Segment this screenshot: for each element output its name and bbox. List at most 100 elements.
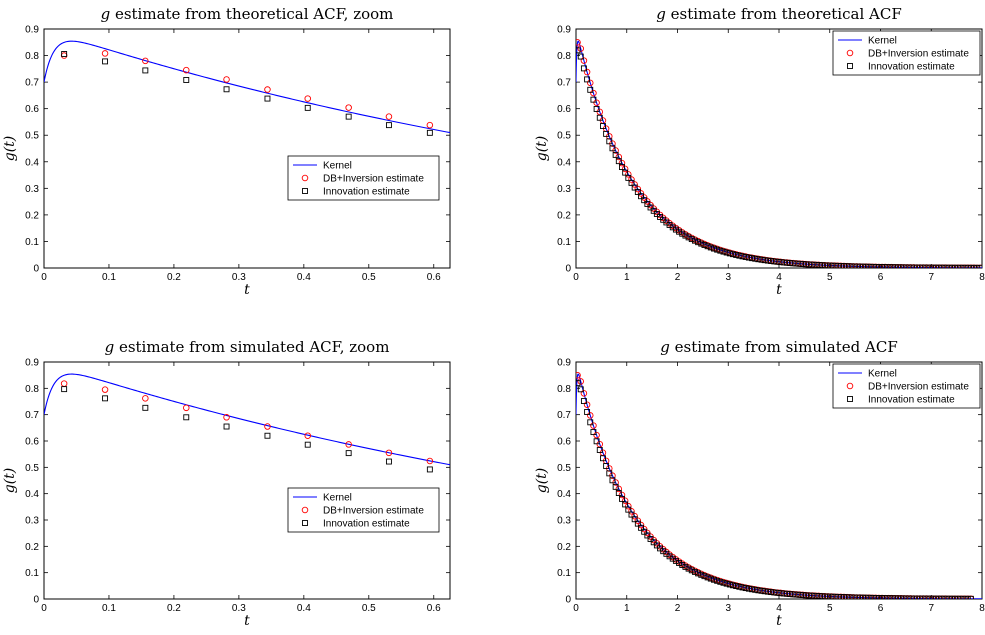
- point-db-inversion: [618, 159, 626, 167]
- point-innovation: [837, 594, 844, 599]
- point-innovation: [745, 254, 752, 261]
- legend-label: Kernel: [868, 369, 897, 380]
- point-db-inversion: [576, 39, 581, 46]
- point-innovation: [799, 592, 806, 599]
- point-innovation: [837, 263, 844, 268]
- point-innovation: [860, 594, 866, 599]
- legend: Kernel DB+Inversion estimate Innovation es…: [287, 155, 440, 201]
- point-innovation: [61, 51, 68, 57]
- point-innovation: [691, 237, 698, 244]
- point-innovation: [882, 264, 889, 268]
- point-db-inversion: [590, 422, 597, 429]
- point-innovation: [647, 204, 654, 211]
- point-innovation: [701, 573, 708, 580]
- y-tick-label: 0.1: [25, 237, 39, 248]
- point-innovation: [879, 264, 886, 268]
- y-tick-label: 0.4: [25, 157, 39, 168]
- point-innovation: [641, 197, 648, 204]
- legend-label: DB+Inversion estimate: [868, 382, 969, 393]
- point-innovation: [920, 264, 927, 268]
- point-innovation: [761, 588, 768, 595]
- point-innovation: [752, 255, 759, 262]
- legend-box: [287, 155, 440, 201]
- x-tick-label: 0: [41, 272, 47, 283]
- legend-box: [832, 30, 981, 76]
- chart-title: g estimate from simulated ACF, zoom: [105, 338, 390, 356]
- point-innovation: [834, 262, 841, 268]
- point-innovation: [726, 250, 733, 257]
- y-tick-label: 0.3: [25, 516, 39, 527]
- x-tick-label: 0.6: [427, 272, 441, 283]
- point-innovation: [831, 262, 838, 268]
- chart-panel-4: 0 1 2 3 4 5 6 7 8 0 0.1 0.2 0.3 0.4 0.5 0.6 0.7 0.8 0.9 g e…: [534, 338, 985, 629]
- point-innovation: [793, 260, 800, 267]
- plot-frame: [43, 28, 451, 269]
- point-innovation: [679, 230, 686, 237]
- chart-title: g estimate from theoretical ACF: [656, 5, 901, 23]
- y-tick-label: 0.3: [557, 184, 571, 195]
- point-innovation: [638, 524, 644, 531]
- point-innovation: [847, 594, 854, 599]
- chart-panel-3: 0 0.1 0.2 0.3 0.4 0.5 0.6 0 0.1 0.2 0.3 0.4 0.5 0.6 0.…: [2, 338, 451, 629]
- point-innovation: [955, 595, 962, 599]
- point-innovation: [958, 264, 965, 268]
- point-innovation: [904, 264, 911, 268]
- y-tick-label: 0.5: [25, 131, 39, 142]
- x-tick-label: 8: [979, 603, 985, 614]
- point-db-inversion: [580, 390, 588, 397]
- point-innovation: [768, 258, 775, 264]
- point-innovation: [774, 589, 781, 596]
- point-db-inversion: [631, 512, 638, 520]
- point-innovation: [917, 264, 924, 268]
- y-tick-label: 0.7: [25, 78, 39, 89]
- point-innovation: [948, 264, 955, 268]
- point-db-inversion: [385, 449, 393, 457]
- x-tick-label: 3: [725, 603, 731, 614]
- x-axis-label: t: [244, 613, 250, 629]
- x-tick-label: 0.4: [297, 272, 311, 283]
- point-innovation: [576, 47, 581, 54]
- point-innovation: [961, 264, 968, 268]
- point-innovation: [793, 591, 800, 598]
- chart-title-variable: g: [656, 5, 666, 23]
- point-innovation: [742, 585, 749, 592]
- y-tick-label: 0.2: [557, 542, 571, 553]
- point-innovation: [771, 258, 778, 265]
- point-innovation: [345, 450, 352, 457]
- y-tick-label: 0.1: [557, 237, 571, 248]
- point-innovation: [783, 259, 790, 266]
- legend-box: [832, 363, 981, 409]
- point-innovation: [264, 432, 271, 439]
- x-tick-label: 0.1: [102, 603, 116, 614]
- y-tick-label: 0.6: [25, 437, 39, 448]
- y-tick-label: 0.6: [25, 104, 39, 115]
- point-innovation: [856, 263, 863, 268]
- point-innovation: [894, 595, 901, 599]
- point-innovation: [749, 586, 755, 593]
- x-tick-label: 1: [624, 272, 630, 283]
- point-innovation: [777, 259, 784, 266]
- point-innovation: [584, 409, 591, 415]
- point-innovation: [142, 67, 149, 74]
- point-innovation: [796, 591, 803, 598]
- x-tick-label: 5: [827, 603, 833, 614]
- y-tick-label: 0.9: [25, 358, 39, 369]
- point-innovation: [961, 595, 968, 599]
- y-tick-label: 0.1: [25, 568, 39, 579]
- point-db-inversion: [577, 378, 584, 385]
- point-innovation: [723, 249, 730, 256]
- legend-label: Innovation estimate: [323, 187, 410, 198]
- point-innovation: [717, 247, 724, 254]
- series-line-kernel: [44, 40, 450, 134]
- point-innovation: [742, 254, 749, 260]
- y-tick-label: 0.7: [557, 410, 571, 421]
- point-innovation: [806, 592, 813, 599]
- point-innovation: [720, 248, 727, 255]
- point-innovation: [688, 236, 695, 243]
- point-innovation: [580, 65, 587, 72]
- point-innovation: [593, 438, 600, 445]
- point-innovation: [653, 542, 660, 549]
- point-innovation: [679, 562, 686, 568]
- point-innovation: [869, 263, 876, 268]
